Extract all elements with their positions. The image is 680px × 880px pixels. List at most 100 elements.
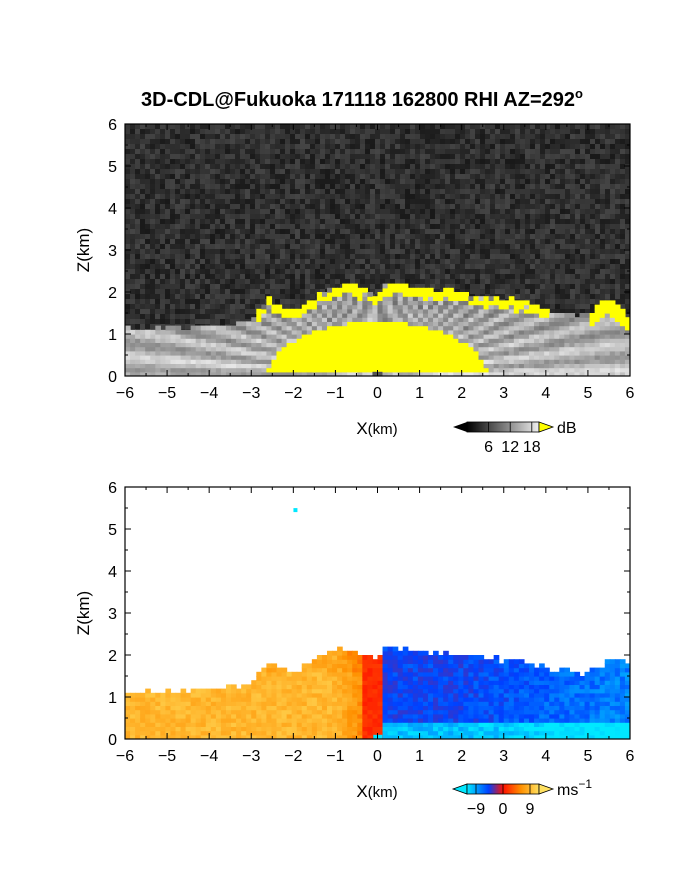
top-noise-cell <box>490 174 495 179</box>
top-noise-cell <box>545 149 550 154</box>
top-noise-cell <box>305 194 310 199</box>
top-noise-cell <box>325 214 330 219</box>
top-noise-cell <box>340 154 345 159</box>
top-noise-cell <box>250 154 255 159</box>
top-noise-cell <box>415 139 420 144</box>
top-noise-cell <box>425 209 430 214</box>
top-noise-cell <box>375 204 380 209</box>
top-noise-cell <box>190 174 195 179</box>
top-noise-cell <box>405 229 410 234</box>
top-noise-cell <box>620 274 625 279</box>
top-noise-cell <box>330 209 335 214</box>
top-noise-cell <box>390 214 395 219</box>
top-noise-cell <box>275 129 280 134</box>
top-noise-cell <box>460 289 465 294</box>
top-noise-cell <box>590 139 595 144</box>
top-noise-cell <box>340 269 345 274</box>
top-noise-cell <box>255 224 260 229</box>
top-noise-cell <box>510 184 515 189</box>
top-noise-cell <box>405 254 410 259</box>
top-noise-cell <box>220 234 225 239</box>
top-noise-cell <box>470 149 475 154</box>
top-noise-cell <box>455 194 460 199</box>
top-noise-cell <box>260 279 265 284</box>
top-noise-cell <box>500 139 505 144</box>
top-noise-cell <box>530 189 535 194</box>
top-noise-cell <box>135 264 140 269</box>
top-noise-cell <box>590 144 595 149</box>
top-noise-cell <box>515 139 520 144</box>
top-noise-cell <box>515 274 520 279</box>
top-noise-cell <box>580 184 585 189</box>
top-noise-cell <box>580 299 585 304</box>
top-noise-cell <box>515 279 520 284</box>
top-noise-cell <box>305 139 310 144</box>
top-noise-cell <box>130 124 135 129</box>
top-noise-cell <box>335 264 340 269</box>
top-noise-cell <box>270 284 275 289</box>
top-noise-cell <box>560 129 565 134</box>
top-noise-cell <box>180 249 185 254</box>
top-noise-cell <box>375 264 380 269</box>
top-noise-cell <box>280 249 285 254</box>
top-noise-cell <box>230 224 235 229</box>
top-noise-cell <box>355 184 360 189</box>
top-noise-cell <box>170 299 175 304</box>
top-noise-cell <box>465 174 470 179</box>
top-noise-cell <box>385 279 390 284</box>
top-noise-cell <box>360 149 365 154</box>
top-noise-cell <box>315 229 320 234</box>
top-noise-cell <box>150 189 155 194</box>
top-noise-cell <box>315 284 320 289</box>
top-noise-cell <box>190 184 195 189</box>
top-noise-cell <box>450 189 455 194</box>
top-noise-cell <box>565 184 570 189</box>
top-noise-cell <box>415 284 420 289</box>
top-noise-cell <box>565 264 570 269</box>
top-noise-cell <box>195 314 200 319</box>
top-noise-cell <box>315 239 320 244</box>
top-noise-cell <box>285 244 290 249</box>
top-noise-cell <box>350 199 355 204</box>
top-noise-cell <box>375 219 380 224</box>
top-noise-cell <box>150 174 155 179</box>
top-noise-cell <box>545 134 550 139</box>
top-noise-cell <box>185 244 190 249</box>
top-noise-cell <box>230 234 235 239</box>
top-noise-cell <box>430 269 435 274</box>
top-noise-cell <box>280 174 285 179</box>
top-noise-cell <box>415 134 420 139</box>
top-noise-cell <box>215 159 220 164</box>
top-noise-cell <box>380 239 385 244</box>
top-noise-cell <box>275 149 280 154</box>
top-noise-cell <box>625 309 630 314</box>
top-noise-cell <box>170 309 175 314</box>
top-noise-cell <box>190 219 195 224</box>
top-noise-cell <box>490 289 495 294</box>
top-noise-cell <box>395 184 400 189</box>
top-noise-cell <box>300 244 305 249</box>
top-noise-cell <box>570 134 575 139</box>
top-noise-cell <box>335 274 340 279</box>
top-noise-cell <box>320 159 325 164</box>
top-noise-cell <box>450 284 455 289</box>
top-noise-cell <box>180 174 185 179</box>
top-noise-cell <box>425 244 430 249</box>
top-noise-cell <box>400 234 405 239</box>
top-noise-cell <box>620 179 625 184</box>
top-noise-cell <box>240 219 245 224</box>
top-noise-cell <box>140 304 145 309</box>
top-noise-cell <box>230 304 235 309</box>
top-noise-cell <box>345 154 350 159</box>
top-noise-cell <box>245 129 250 134</box>
top-noise-cell <box>300 259 305 264</box>
top-noise-cell <box>270 219 275 224</box>
top-noise-cell <box>580 179 585 184</box>
top-noise-cell <box>405 159 410 164</box>
top-noise-cell <box>500 279 505 284</box>
top-noise-cell <box>205 169 210 174</box>
top-noise-cell <box>540 259 545 264</box>
top-noise-cell <box>340 144 345 149</box>
top-noise-cell <box>285 169 290 174</box>
top-noise-cell <box>365 154 370 159</box>
